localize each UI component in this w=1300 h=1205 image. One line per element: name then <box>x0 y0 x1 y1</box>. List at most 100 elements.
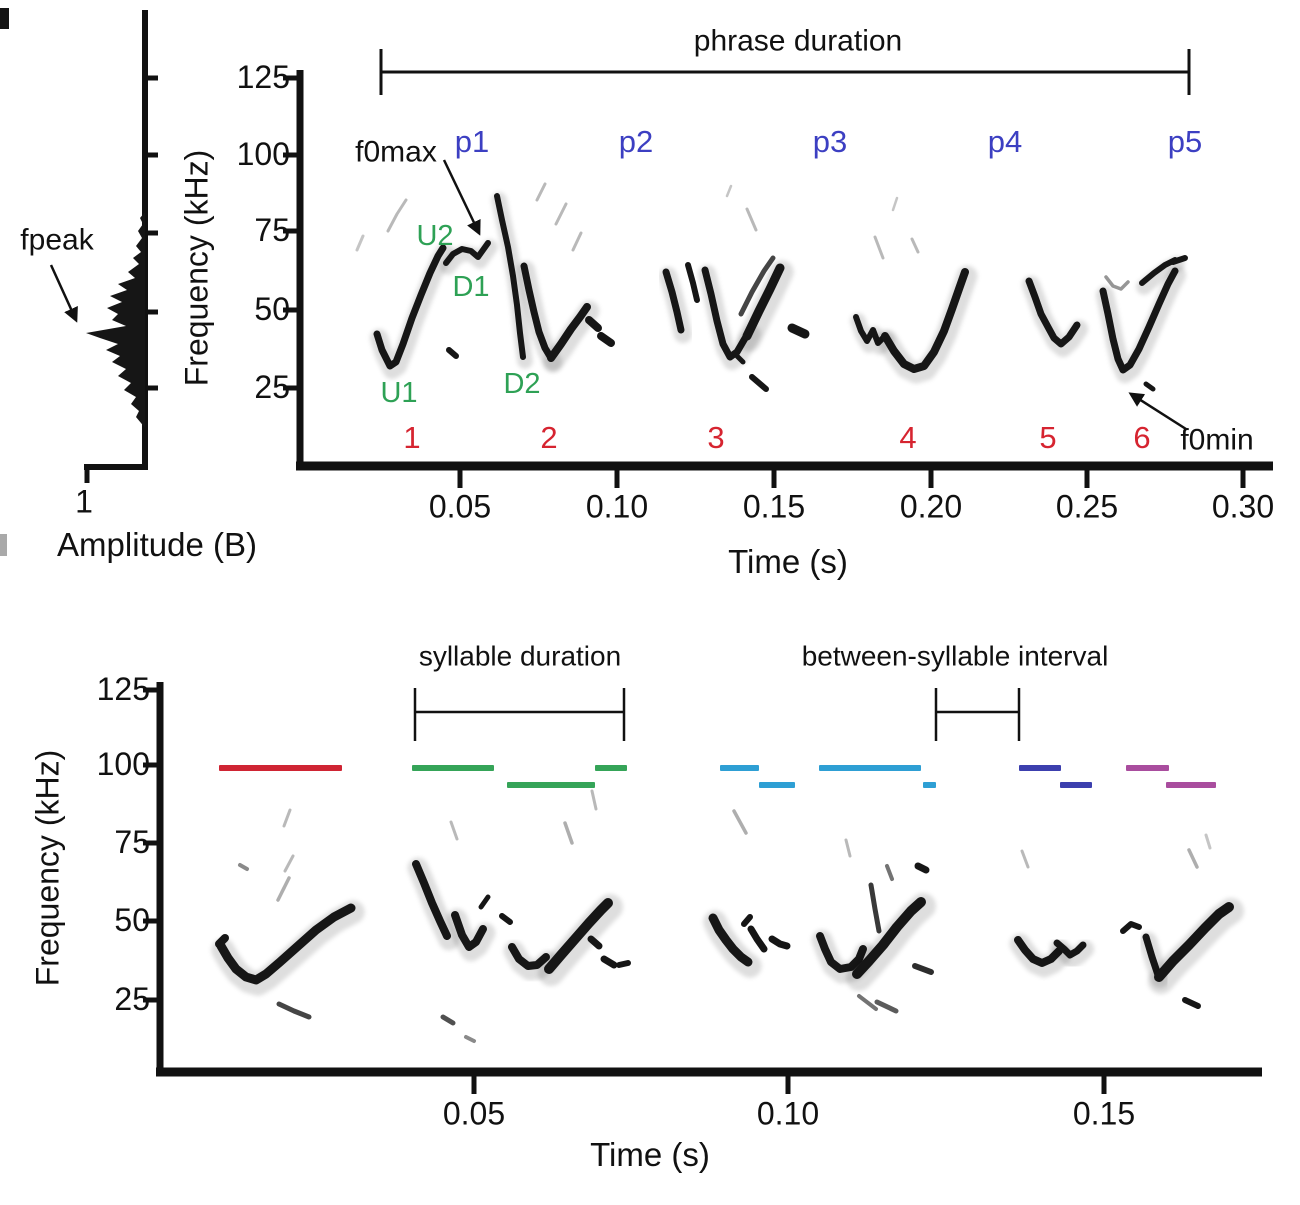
top-xtick-015: 0.15 <box>742 488 806 525</box>
between-syllable-label: between-syllable interval <box>801 640 1109 672</box>
spectrogram-trace <box>873 235 885 260</box>
measurement-bar-magenta <box>1166 782 1216 788</box>
spectrogram-trace <box>742 263 785 341</box>
spectrogram-trace <box>768 935 791 950</box>
top-y-axis-label: Frequency (kHz) <box>178 149 215 387</box>
spectrogram-trace <box>373 244 447 370</box>
spectrogram-trace <box>1170 255 1188 265</box>
spectrogram-trace <box>910 237 920 254</box>
bottom-spectrogram-axes <box>143 682 1262 1094</box>
spectrogram-trace <box>1204 833 1212 850</box>
f0max-label: f0max <box>355 135 437 169</box>
spectrogram-trace <box>732 809 748 835</box>
spectrogram-trace <box>215 934 229 948</box>
amplitude-silhouette <box>86 212 145 428</box>
spectrogram-trace <box>1154 902 1234 982</box>
spectrogram-trace <box>451 911 487 951</box>
note-label-d1: D1 <box>452 271 490 304</box>
amplitude-xtick-label: 1 <box>75 483 93 520</box>
spectrogram-trace <box>708 913 753 967</box>
amplitude-axis <box>84 10 158 483</box>
spectrogram-trace <box>745 207 758 232</box>
phrase-label-p3: p3 <box>812 124 848 160</box>
bottom-ytick-75: 75 <box>114 824 150 860</box>
spectrogram-trace <box>508 943 550 970</box>
syllable-number-6: 6 <box>1133 420 1151 456</box>
spectrogram-trace <box>282 808 292 828</box>
f0min-arrow <box>1128 392 1187 431</box>
spectrogram-trace <box>1143 381 1156 392</box>
top-ytick-100: 100 <box>236 136 290 172</box>
spectrogram-trace <box>1104 275 1130 291</box>
f0min-label: f0min <box>1180 423 1254 457</box>
bottom-xtick-010: 0.10 <box>756 1095 820 1132</box>
spectrogram-trace <box>1120 921 1142 934</box>
edge-artifact <box>0 8 9 29</box>
spectrogram-trace <box>891 196 899 212</box>
top-xtick-020: 0.20 <box>899 488 963 525</box>
spectrogram-trace <box>412 860 451 940</box>
spectrogram-trace <box>885 864 894 881</box>
spectrogram-trace <box>738 255 776 317</box>
spectrogram-trace <box>844 838 852 858</box>
spectrogram-trace <box>616 960 631 968</box>
f0max-arrow <box>442 159 481 236</box>
measurement-bar-magenta <box>1126 765 1169 771</box>
top-x-axis-label: Time (s) <box>728 543 848 581</box>
spectrogram-trace <box>590 789 598 811</box>
syllable-duration-bracket <box>413 688 626 741</box>
bottom-xtick-005: 0.05 <box>442 1095 506 1132</box>
spectrogram-trace <box>1148 898 1244 994</box>
spectrogram-trace <box>597 332 615 347</box>
top-xtick-030: 0.30 <box>1211 488 1275 525</box>
spectrogram-trace <box>1020 849 1030 869</box>
spectrogram-trace <box>554 202 568 226</box>
spectrogram-trace <box>747 925 768 953</box>
top-spectrogram-axes <box>283 70 1273 488</box>
spectrogram-trace <box>499 913 513 925</box>
top-ytick-50: 50 <box>254 291 290 327</box>
bottom-spectrogram-traces <box>211 789 1244 1043</box>
phrase-label-p5: p5 <box>1167 124 1203 160</box>
spectrogram-trace <box>1139 257 1178 286</box>
spectrogram-trace <box>1182 997 1201 1009</box>
bottom-ytick-25: 25 <box>114 981 150 1017</box>
measurement-bar-navy <box>1019 765 1061 771</box>
syllable-number-1: 1 <box>403 420 421 456</box>
spectrogram-trace <box>857 994 878 1011</box>
spectrogram-trace <box>741 914 753 927</box>
edge-artifact <box>0 534 7 556</box>
measurement-bar-red <box>219 765 342 771</box>
amplitude-spectrum-shape <box>86 212 145 428</box>
top-spectrogram-traces <box>355 182 1188 392</box>
spectrogram-trace <box>547 303 591 362</box>
note-label-d2: D2 <box>503 368 541 401</box>
spectrogram-trace <box>238 863 249 871</box>
spectrogram-trace <box>446 347 459 359</box>
spectrogram-trace <box>563 821 574 845</box>
measurement-bar-green <box>595 765 627 771</box>
spectrogram-trace <box>912 963 934 975</box>
spectrogram-trace <box>283 854 295 873</box>
note-label-u1: U1 <box>380 377 418 410</box>
spectrogram-trace <box>1053 939 1087 959</box>
spectrogram-trace <box>868 882 882 934</box>
spectrogram-trace <box>914 862 930 874</box>
spectrogram-trace <box>464 1035 476 1043</box>
top-ytick-25: 25 <box>254 369 290 405</box>
syllable-number-2: 2 <box>540 420 558 456</box>
spectrogram-trace <box>685 262 700 303</box>
top-xtick-005: 0.05 <box>428 488 492 525</box>
measurement-bar-green <box>507 782 595 788</box>
fpeak-label: fpeak <box>20 223 94 257</box>
phrase-duration-label: phrase duration <box>693 24 903 58</box>
measurement-bar-green <box>412 765 494 771</box>
spectrogram-trace <box>734 353 746 365</box>
bottom-y-axis-label: Frequency (kHz) <box>29 749 66 987</box>
spectrogram-trace <box>478 894 491 910</box>
spectrogram-trace <box>585 316 602 332</box>
spectrogram-trace <box>571 231 583 252</box>
spectrogram-trace <box>355 234 365 252</box>
spectrogram-trace <box>1014 936 1063 967</box>
